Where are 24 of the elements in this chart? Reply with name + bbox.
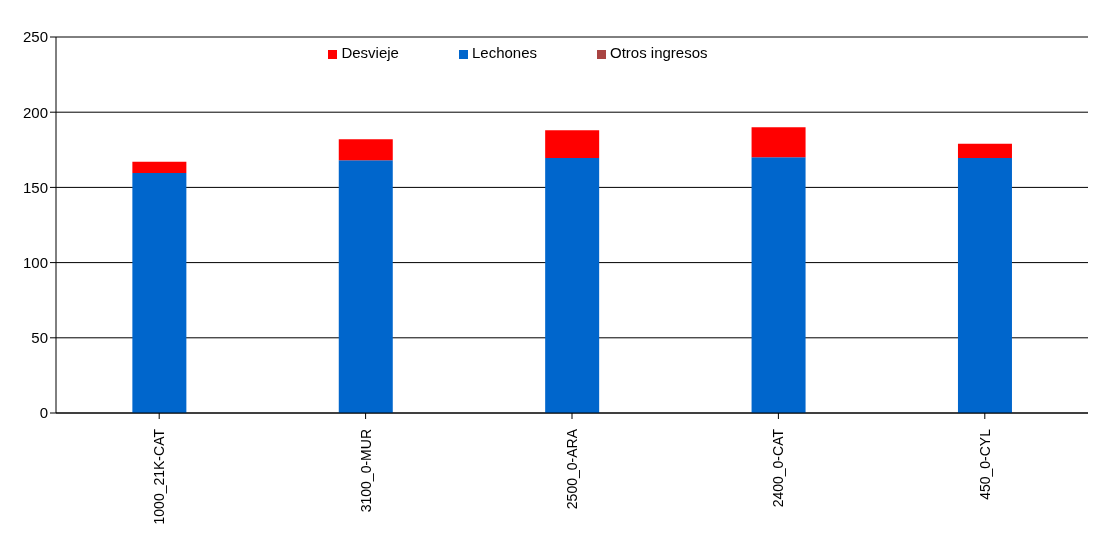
bar bbox=[751, 157, 806, 413]
x-tick-label: 1000_21K-CAT bbox=[151, 428, 168, 525]
x-tick-label: 3100_0-MUR bbox=[357, 429, 374, 513]
legend-label: Desvieje bbox=[341, 44, 399, 61]
y-tick-label: 0 bbox=[39, 404, 48, 422]
bar bbox=[338, 160, 393, 413]
y-tick-label: 50 bbox=[31, 329, 48, 347]
bar bbox=[545, 130, 600, 159]
x-tick-label: 2500_0-ARA bbox=[564, 428, 580, 510]
bar bbox=[132, 161, 187, 174]
legend-label: Otros ingresos bbox=[610, 44, 708, 61]
y-tick-label: 100 bbox=[22, 253, 48, 271]
y-tick-label: 250 bbox=[22, 28, 48, 46]
bar bbox=[338, 139, 393, 161]
bar bbox=[132, 173, 187, 413]
bar bbox=[751, 127, 806, 158]
legend-label: Lechones bbox=[471, 44, 538, 61]
y-tick-label: 200 bbox=[22, 103, 48, 121]
bar bbox=[545, 158, 600, 413]
y-tick-label: 150 bbox=[22, 178, 48, 196]
x-tick-label: 450_0-CYL bbox=[976, 428, 993, 500]
bar bbox=[957, 158, 1012, 413]
x-tick-label: 2400_0-CAT bbox=[770, 428, 787, 508]
bar bbox=[957, 143, 1012, 159]
